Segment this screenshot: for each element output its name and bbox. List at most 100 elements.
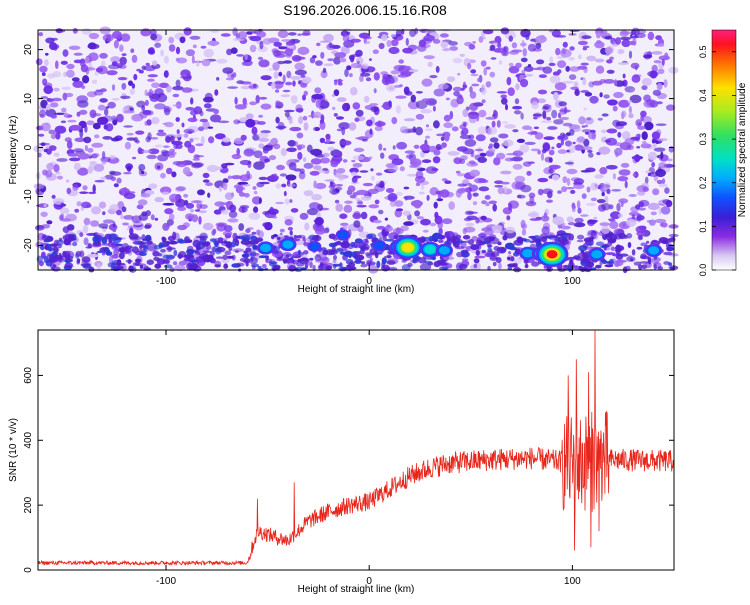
spectrogram-cell — [395, 105, 401, 114]
spectrogram-cell — [477, 156, 488, 163]
spectrogram-cell — [425, 135, 431, 139]
spectrogram-cell — [377, 120, 383, 128]
spectrogram-cell — [146, 259, 154, 266]
spectrogram-cell — [521, 69, 526, 75]
spectrogram-cell — [228, 210, 238, 218]
spectrogram-cell — [356, 189, 368, 196]
spectrogram-cell — [548, 168, 554, 174]
spectrogram-cell — [360, 211, 368, 220]
spectrogram-cell — [618, 198, 629, 204]
spectrogram-cell — [577, 65, 588, 70]
spectrogram-cell — [315, 60, 323, 66]
spectrogram-cell — [311, 93, 324, 100]
spectrogram-cell — [154, 217, 159, 221]
spectrogram-cell — [101, 237, 108, 244]
spectrogram-cell — [170, 135, 175, 143]
spectrogram-cell — [84, 67, 96, 71]
x-tick-label: -100 — [156, 276, 176, 287]
spectrogram-cell — [441, 142, 447, 148]
spectrogram-cell — [137, 147, 142, 155]
spectrogram-cell — [243, 250, 248, 254]
spectrogram-cell — [477, 126, 487, 135]
spectrogram-cell — [201, 241, 210, 247]
spectrogram-cell — [620, 162, 630, 168]
spectrogram-cell — [605, 261, 613, 264]
spectrogram-cell — [586, 186, 591, 193]
spectrogram-cell — [168, 36, 175, 44]
spectrogram-cell — [586, 55, 597, 62]
y-tick-label: 20 — [23, 44, 34, 56]
spectrogram-cell — [140, 149, 152, 154]
spectrogram-cell — [284, 219, 293, 226]
spectrogram-cell — [343, 204, 353, 213]
spectrogram-cell — [406, 173, 419, 177]
spectrogram-cell — [621, 39, 631, 48]
spectrogram-cell — [628, 50, 633, 59]
spectrogram-cell — [515, 62, 522, 69]
spectrogram-cell — [581, 125, 586, 128]
spectrogram-cell — [41, 224, 51, 229]
spectrogram-cell — [415, 91, 423, 94]
spectrogram-cell — [542, 106, 549, 110]
spectrogram-cell — [80, 58, 86, 64]
spectrogram-cell — [419, 143, 431, 151]
spectrogram-cell — [220, 33, 231, 37]
spectrogram-cell — [57, 256, 63, 263]
spectrogram-cell — [230, 175, 243, 180]
spectrogram-cell — [145, 136, 151, 143]
spectrogram-cell — [316, 42, 321, 47]
spectrogram-cell — [271, 82, 276, 90]
spectrogram-cell — [418, 191, 425, 195]
spectrogram-cell — [42, 234, 47, 239]
spectrogram-cell — [322, 167, 329, 171]
spectrogram-hotspot — [648, 246, 660, 255]
spectrogram-cell — [287, 226, 293, 231]
spectrogram-cell — [601, 113, 609, 117]
spectrogram-cell — [264, 222, 273, 231]
spectrogram-cell — [253, 161, 265, 170]
spectrogram-cell — [278, 71, 283, 77]
spectrogram-cell — [452, 238, 457, 246]
spectrogram-cell — [537, 188, 544, 196]
spectrogram-cell — [167, 235, 176, 242]
spectrogram-cell — [649, 70, 658, 79]
spectrogram-cell — [385, 238, 395, 242]
spectrogram-cell — [461, 252, 469, 258]
spectrogram-cell — [249, 250, 257, 258]
spectrogram-cell — [241, 61, 247, 66]
spectrogram-cell — [334, 248, 344, 253]
spectrogram-cell — [402, 210, 411, 216]
spectrogram-cell — [253, 150, 263, 159]
spectrogram-cell — [120, 33, 131, 42]
spectrogram-cell — [432, 156, 441, 164]
spectrogram-cell — [451, 126, 459, 132]
spectrogram-cell — [384, 225, 394, 232]
spectrogram-cell — [138, 251, 147, 257]
spectrogram-cell — [60, 202, 64, 206]
spectrogram-cell — [40, 142, 46, 147]
spectrogram-cell — [370, 106, 379, 113]
spectrogram-cell — [433, 261, 441, 268]
spectrogram-cell — [312, 111, 322, 119]
spectrogram-cell — [568, 233, 574, 241]
spectrogram-cell — [502, 234, 508, 241]
spectrogram-cell — [553, 119, 564, 125]
spectrogram-cell — [105, 251, 113, 256]
spectrogram-cell — [523, 65, 534, 72]
spectrogram-cell — [628, 113, 634, 119]
spectrogram-cell — [69, 125, 81, 131]
spectrogram-cell — [421, 78, 433, 87]
spectrogram-cell — [472, 192, 479, 197]
spectrogram-cell — [574, 144, 584, 151]
spectrogram-cell — [475, 134, 486, 142]
spectrogram-cell — [153, 256, 160, 261]
spectrogram-cell — [360, 261, 366, 265]
spectrogram-cell — [501, 97, 508, 105]
spectrogram-cell — [653, 147, 666, 152]
spectrogram-cell — [500, 47, 504, 52]
spectrogram-cell — [439, 189, 450, 198]
spectrogram-cell — [296, 262, 305, 267]
spectrogram-cell — [378, 42, 385, 50]
spectrogram-cell — [371, 175, 375, 181]
spectrogram-cell — [65, 92, 74, 98]
